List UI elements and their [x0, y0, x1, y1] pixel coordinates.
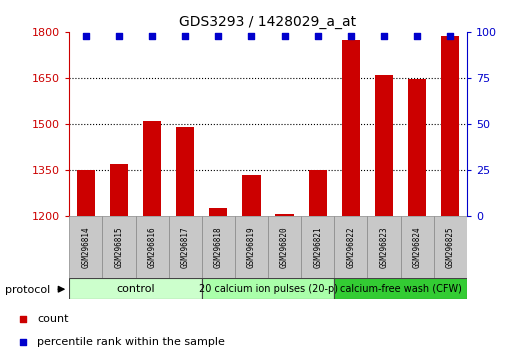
Bar [309, 170, 327, 216]
Point [413, 33, 421, 38]
Point [214, 33, 223, 38]
Bar [334, 216, 367, 278]
Text: count: count [37, 314, 69, 324]
Text: GSM296815: GSM296815 [114, 226, 124, 268]
Bar [367, 216, 401, 278]
Text: calcium-free wash (CFW): calcium-free wash (CFW) [340, 284, 462, 293]
Bar [342, 40, 360, 216]
Bar [275, 215, 294, 216]
Text: GSM296824: GSM296824 [412, 226, 422, 268]
Text: GSM296820: GSM296820 [280, 226, 289, 268]
Text: GSM296822: GSM296822 [346, 226, 356, 268]
Bar [110, 164, 128, 216]
Text: GSM296821: GSM296821 [313, 226, 322, 268]
Bar [103, 216, 135, 278]
Bar [334, 278, 467, 299]
Bar [202, 216, 235, 278]
Text: GSM296818: GSM296818 [214, 226, 223, 268]
Bar [69, 216, 103, 278]
Text: percentile rank within the sample: percentile rank within the sample [37, 337, 225, 347]
Point [281, 33, 289, 38]
Bar [268, 216, 301, 278]
Point [446, 33, 455, 38]
Bar [441, 36, 459, 216]
Bar [209, 208, 227, 216]
Bar [408, 79, 426, 216]
Point [148, 33, 156, 38]
Bar [202, 278, 334, 299]
Text: GSM296819: GSM296819 [247, 226, 256, 268]
Text: control: control [116, 284, 155, 293]
Bar [77, 170, 95, 216]
Point [181, 33, 189, 38]
Text: 20 calcium ion pulses (20-p): 20 calcium ion pulses (20-p) [199, 284, 338, 293]
Text: GSM296814: GSM296814 [82, 226, 90, 268]
Point [115, 33, 123, 38]
Point [347, 33, 355, 38]
Bar [375, 75, 393, 216]
Bar [176, 127, 194, 216]
Text: GSM296817: GSM296817 [181, 226, 190, 268]
Title: GDS3293 / 1428029_a_at: GDS3293 / 1428029_a_at [180, 16, 357, 29]
Bar [135, 216, 169, 278]
Point [247, 33, 255, 38]
Bar [433, 216, 467, 278]
Point [313, 33, 322, 38]
Bar [69, 278, 202, 299]
Bar [242, 175, 261, 216]
Point [18, 316, 27, 322]
Bar [235, 216, 268, 278]
Point [18, 339, 27, 345]
Text: protocol: protocol [5, 285, 50, 295]
Bar [169, 216, 202, 278]
Bar [301, 216, 334, 278]
Bar [143, 121, 161, 216]
Text: GSM296823: GSM296823 [380, 226, 388, 268]
Text: GSM296825: GSM296825 [446, 226, 455, 268]
Text: GSM296816: GSM296816 [148, 226, 156, 268]
Bar [401, 216, 433, 278]
Point [380, 33, 388, 38]
Point [82, 33, 90, 38]
